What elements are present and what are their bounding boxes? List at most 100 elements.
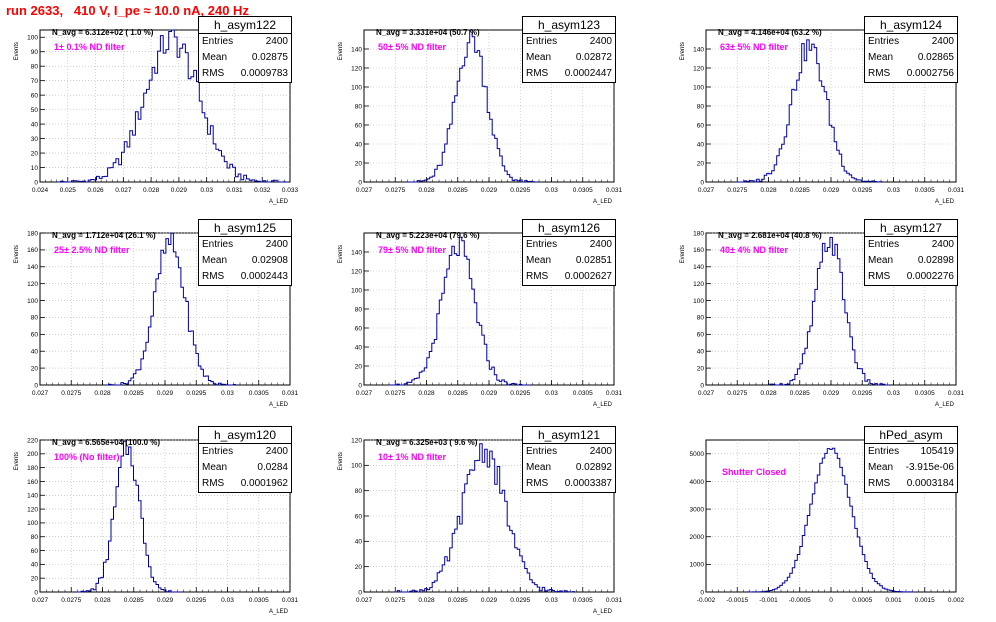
x-tick-label: 0.0275 [385,597,405,604]
stat-label: RMS [868,271,891,282]
x-tick-label: 0.0305 [249,597,269,604]
stat-box-title: h_asym125 [199,220,291,237]
y-tick-label: 100 [351,84,362,91]
x-tick-label: 0.029 [481,390,498,397]
x-tick-label: 0.028 [418,187,435,194]
x-tick-label: 0.0305 [915,187,935,194]
stat-label: RMS [202,271,225,282]
x-tick-label: -0.002 [697,597,716,604]
y-tick-label: 140 [27,264,38,271]
stat-value: 0.02851 [575,255,612,266]
stat-box-title: h_asym120 [199,427,291,444]
stat-value: 0.02872 [575,52,612,63]
y-tick-label: 140 [693,264,704,271]
x-tick-label: 0.028 [760,187,777,194]
x-axis-title: A_LED [935,199,955,205]
y-tick-label: 0 [700,589,704,596]
stat-value: 0.0002627 [564,271,612,282]
y-tick-label: 1000 [690,562,705,569]
stat-label: Mean [526,462,552,473]
navg-label: N_avg = 5.223e+04 (79.6 %) [376,231,480,240]
y-tick-label: 80 [31,534,39,541]
x-tick-label: 0.0285 [124,390,144,397]
x-tick-label: 0.0275 [61,390,81,397]
stat-value: 0.0284 [257,462,288,473]
y-axis-title: Events [14,245,20,263]
stat-row-rms: RMS 0.0002627 [523,269,615,285]
x-tick-label: 0.0295 [510,390,530,397]
y-tick-label: 0 [34,179,38,186]
histogram-outline [57,29,289,183]
x-tick-label: 0.031 [282,597,299,604]
y-tick-label: 20 [355,564,363,571]
x-tick-label: -0.001 [759,597,778,604]
y-tick-label: 180 [693,230,704,237]
y-tick-label: 80 [355,488,363,495]
stat-value: -3.915e-06 [905,462,954,473]
y-tick-label: 100 [693,84,704,91]
y-tick-label: 140 [27,493,38,500]
stat-value: 2400 [931,36,954,47]
stat-row-rms: RMS 0.0002447 [523,66,615,82]
stat-box-hPed_asym: hPed_asym Entries 105419 Mean -3.915e-06 RMS 0… [864,426,958,493]
y-axis-title: Events [14,452,20,470]
stat-value: 2400 [589,239,612,250]
y-tick-label: 3000 [690,506,705,513]
y-tick-label: 120 [693,65,704,72]
x-tick-label: 0.031 [606,597,623,604]
y-tick-label: 10 [31,165,39,172]
filter-label: 100% (No filter) [54,452,120,462]
stat-label: Mean [868,255,894,266]
histogram-outline [389,236,530,386]
x-tick-label: 0.031 [282,390,299,397]
y-tick-label: 60 [355,325,363,332]
y-tick-label: 20 [697,365,705,372]
y-tick-label: 50 [31,107,39,114]
stat-label: Entries [868,446,900,457]
stat-box-h_asym122: h_asym122 Entries 2400 Mean 0.02875 RMS 0.0009… [198,16,292,83]
filter-label: 40± 4% ND filter [720,245,788,255]
stat-label: RMS [202,478,225,489]
navg-label: N_avg = 3.331e+04 (50.7 %) [376,28,480,37]
x-tick-label: 0.0295 [186,390,206,397]
y-tick-label: 20 [355,160,363,167]
x-tick-label: 0.03 [200,187,213,194]
y-tick-label: 40 [31,349,39,356]
y-tick-label: 60 [31,92,39,99]
y-tick-label: 4000 [690,479,705,486]
stat-row-mean: Mean -3.915e-06 [865,460,957,476]
stat-value: 0.0002443 [240,271,288,282]
stat-label: Entries [202,239,234,250]
stat-box-title: h_asym121 [523,427,615,444]
y-tick-label: 80 [355,103,363,110]
y-tick-label: 20 [31,575,39,582]
x-tick-label: 0.0295 [510,597,530,604]
x-tick-label: 0.0295 [852,390,872,397]
stat-value: 0.02892 [575,462,612,473]
y-tick-label: 140 [351,46,362,53]
stat-row-entries: Entries 2400 [865,34,957,50]
y-tick-label: 120 [27,281,38,288]
stat-row-entries: Entries 2400 [523,34,615,50]
x-tick-label: 0.029 [481,597,498,604]
y-tick-label: 2000 [690,534,705,541]
x-tick-label: 0.0285 [790,187,810,194]
y-tick-label: 0 [358,589,362,596]
stat-box-title: h_asym124 [865,17,957,34]
stat-row-mean: Mean 0.02851 [523,253,615,269]
x-tick-label: 0.0015 [915,597,935,604]
y-axis-title: Events [338,42,344,60]
histogram-outline [394,443,575,593]
y-tick-label: 0 [700,179,704,186]
filter-label: Shutter Closed [722,467,786,477]
filter-label: 1± 0.1% ND filter [54,42,125,52]
y-tick-label: 20 [697,160,705,167]
stat-label: Entries [868,36,900,47]
navg-label: N_avg = 4.146e+04 (63.2 %) [718,28,822,37]
x-tick-label: 0.0295 [186,597,206,604]
histogram-h_asym127: 0.027 0.0275 0.028 0.0285 0.029 0.0295 0.03 0.0… [680,230,965,408]
x-tick-label: 0.0295 [852,187,872,194]
x-tick-label: 0.029 [481,187,498,194]
stat-label: RMS [202,68,225,79]
x-tick-label: 0.0305 [573,597,593,604]
